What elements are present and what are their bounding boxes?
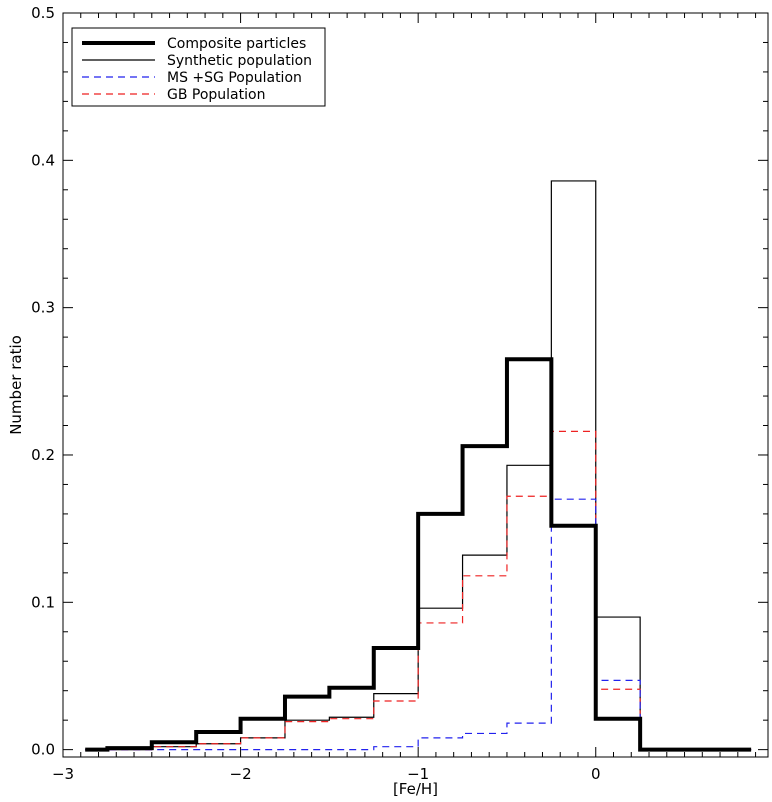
x-tick-label: −2 <box>230 765 252 783</box>
x-tick-label: −3 <box>52 765 74 783</box>
series-ms-sg-population <box>85 498 752 751</box>
plot-border <box>62 12 769 758</box>
legend-box <box>71 27 326 107</box>
legend-label: Composite particles <box>167 36 306 52</box>
legend-label: GB Population <box>167 87 265 103</box>
series-synthetic-population <box>85 180 752 751</box>
y-axis-label: Number ratio <box>7 335 25 435</box>
x-tick-label: −1 <box>407 765 429 783</box>
y-tick-label: 0.2 <box>31 446 55 464</box>
legend-label: Synthetic population <box>167 53 312 69</box>
legend-label: MS +SG Population <box>167 70 302 86</box>
y-tick-label: 0.3 <box>31 299 55 317</box>
x-tick-label: 0 <box>591 765 601 783</box>
series-layer <box>85 180 752 752</box>
y-tick-label: 0.0 <box>31 741 55 759</box>
y-axis-ticks: 0.0 0.1 0.2 0.3 0.4 0.5 <box>31 4 768 759</box>
y-tick-label: 0.5 <box>31 4 55 22</box>
plot-frame <box>62 12 769 758</box>
series-composite-particles <box>85 357 752 752</box>
y-tick-label: 0.4 <box>31 151 55 169</box>
y-tick-label: 0.1 <box>31 593 55 611</box>
x-axis-label: [Fe/H] <box>393 780 438 798</box>
x-axis-ticks: −3 −2 −1 0 <box>52 13 757 783</box>
